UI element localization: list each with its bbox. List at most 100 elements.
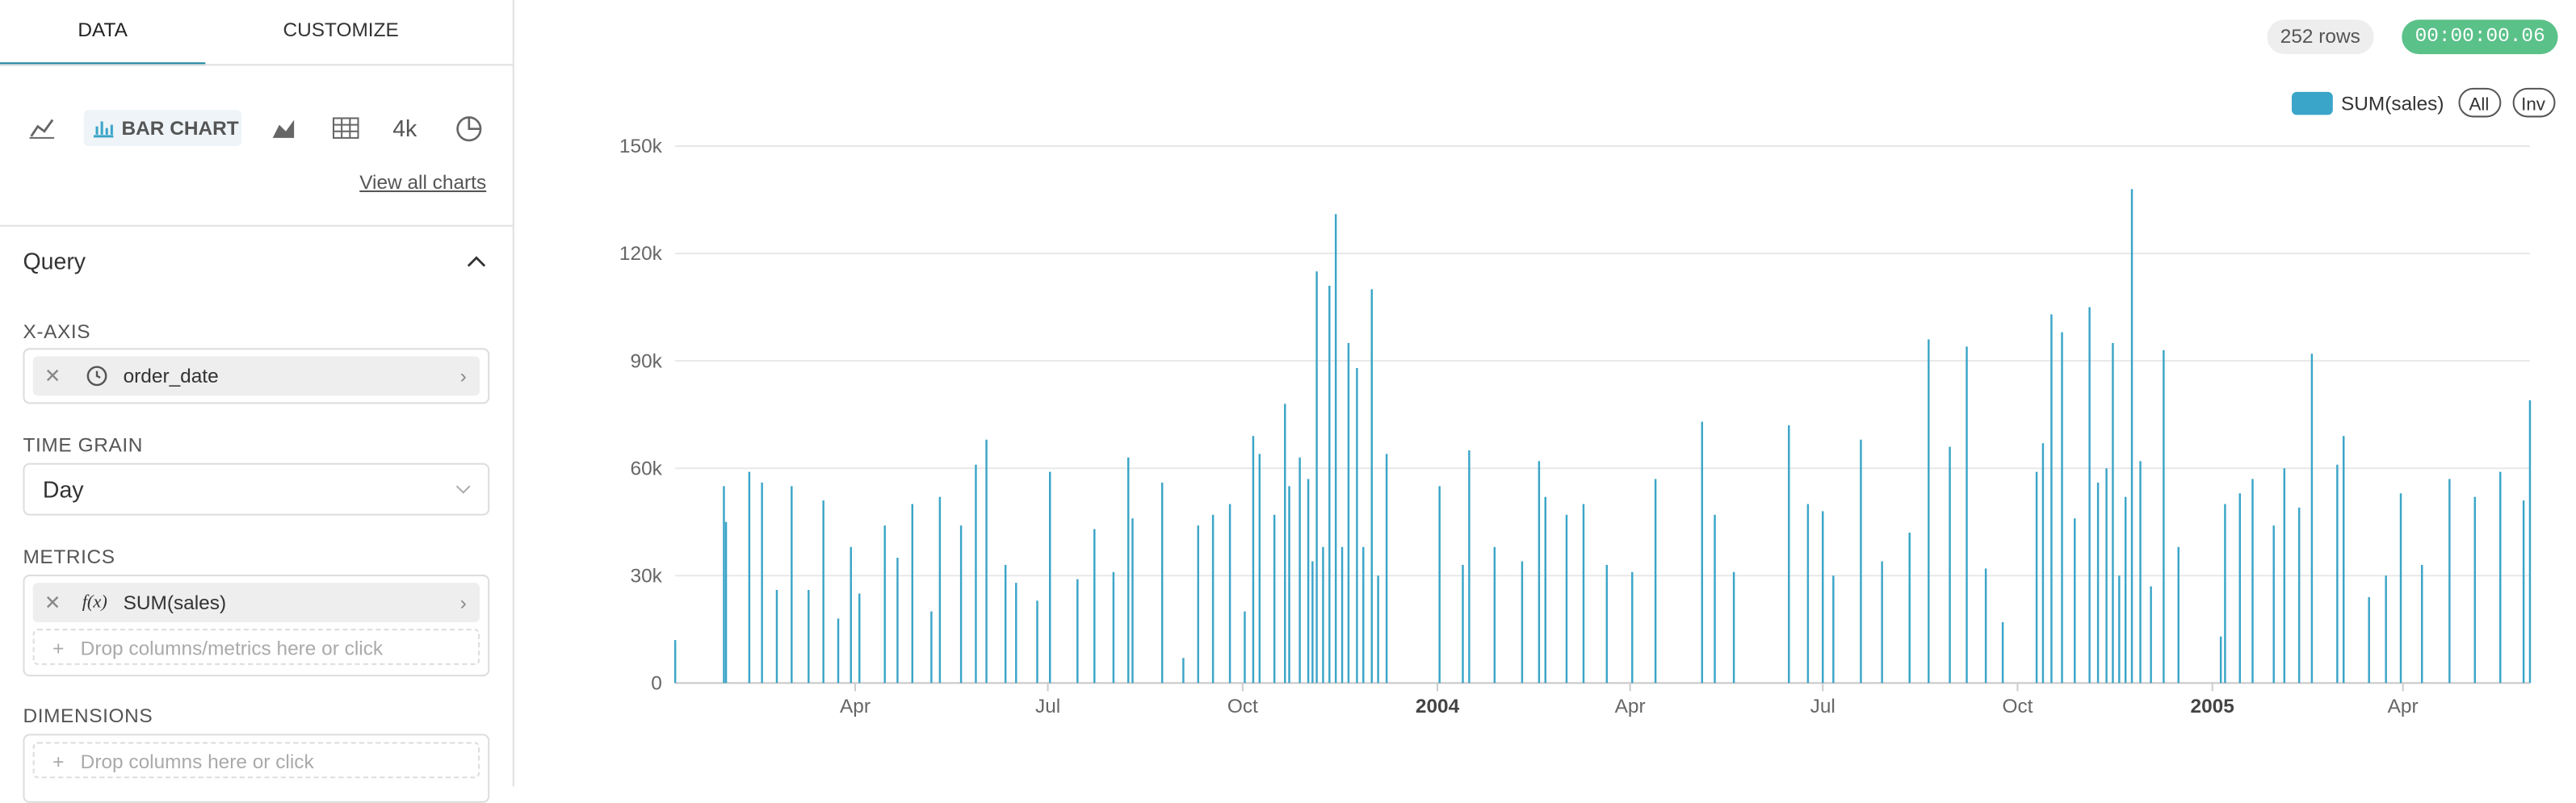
bar[interactable]: [1438, 486, 1441, 684]
bar[interactable]: [1127, 457, 1130, 684]
bar[interactable]: [911, 504, 914, 684]
bar[interactable]: [1315, 271, 1318, 684]
bar[interactable]: [2088, 307, 2091, 684]
data-tab[interactable]: DATA: [0, 0, 206, 66]
legend-control[interactable]: [2458, 87, 2502, 118]
bar[interactable]: [1288, 486, 1290, 684]
bar[interactable]: [1544, 496, 1546, 684]
bar[interactable]: [1093, 529, 1096, 684]
table-icon[interactable]: [332, 116, 360, 139]
bar[interactable]: [2343, 436, 2345, 684]
line-chart-icon[interactable]: [28, 115, 58, 141]
bar[interactable]: [959, 525, 963, 684]
legend-label[interactable]: SUM(sales): [2341, 93, 2444, 115]
legend-control-label[interactable]: Inv: [2521, 94, 2546, 114]
bar[interactable]: [1521, 561, 1524, 684]
bar[interactable]: [1112, 571, 1115, 684]
bar[interactable]: [837, 618, 840, 684]
bar[interactable]: [822, 500, 824, 684]
bar[interactable]: [1322, 546, 1324, 684]
time-grain-select[interactable]: Day: [23, 462, 490, 516]
bar[interactable]: [1356, 368, 1358, 684]
bar[interactable]: [1370, 289, 1373, 684]
legend-swatch[interactable]: [2291, 91, 2333, 115]
area-icon[interactable]: [271, 115, 298, 141]
bar[interactable]: [2124, 496, 2127, 684]
bar[interactable]: [1307, 479, 1310, 684]
bar[interactable]: [2001, 621, 2004, 684]
bar[interactable]: [1131, 518, 1134, 684]
bar[interactable]: [1462, 564, 1464, 684]
bar[interactable]: [1347, 342, 1350, 684]
bar[interactable]: [2368, 596, 2370, 684]
bar[interactable]: [1605, 564, 1609, 684]
bar[interactable]: [1273, 514, 1276, 684]
bar-chart-button[interactable]: BAR CHART: [83, 110, 242, 147]
bar[interactable]: [1468, 450, 1471, 684]
bar[interactable]: [2297, 507, 2301, 684]
bar[interactable]: [1949, 446, 1951, 684]
bar[interactable]: [2130, 189, 2133, 684]
bar[interactable]: [1334, 214, 1337, 684]
bar[interactable]: [1244, 611, 1246, 684]
bar[interactable]: [985, 439, 988, 684]
bar[interactable]: [1908, 533, 1911, 684]
dimensions-drop[interactable]: + Drop columns here or click: [32, 742, 480, 779]
bar[interactable]: [1788, 425, 1790, 684]
bar[interactable]: [2528, 399, 2532, 684]
bar[interactable]: [2448, 479, 2451, 684]
collapse-icon[interactable]: [467, 254, 486, 267]
bar[interactable]: [1284, 404, 1286, 684]
bar[interactable]: [1004, 564, 1007, 684]
bar[interactable]: [1340, 546, 1344, 684]
bar[interactable]: [930, 611, 933, 684]
bar[interactable]: [2074, 518, 2076, 684]
bar[interactable]: [1211, 514, 1215, 684]
bar[interactable]: [1881, 561, 1883, 684]
legend-control[interactable]: [2512, 87, 2556, 118]
bar[interactable]: [2139, 461, 2142, 684]
bar[interactable]: [1928, 339, 1930, 684]
customize-tab[interactable]: CUSTOMIZE: [283, 18, 399, 41]
bar[interactable]: [1160, 482, 1164, 684]
bar[interactable]: [2473, 496, 2477, 684]
bar[interactable]: [1258, 454, 1261, 684]
bar[interactable]: [2112, 342, 2114, 684]
bar[interactable]: [1654, 479, 1657, 684]
bar[interactable]: [2041, 443, 2045, 684]
bar[interactable]: [2163, 349, 2165, 684]
bar[interactable]: [1311, 561, 1314, 684]
bar[interactable]: [1631, 571, 1634, 684]
legend-control-label[interactable]: All: [2469, 94, 2489, 114]
bar[interactable]: [2118, 575, 2121, 684]
bar[interactable]: [1036, 600, 1038, 684]
bar[interactable]: [748, 471, 751, 684]
bar[interactable]: [808, 590, 810, 684]
bar[interactable]: [2251, 479, 2254, 684]
bar[interactable]: [761, 482, 763, 684]
bar[interactable]: [2061, 332, 2063, 684]
bar[interactable]: [2177, 546, 2180, 684]
bar[interactable]: [2272, 525, 2275, 684]
bar[interactable]: [1822, 511, 1824, 684]
bar[interactable]: [2219, 636, 2222, 684]
bar[interactable]: [2283, 468, 2286, 684]
bar[interactable]: [1732, 571, 1735, 684]
bar[interactable]: [858, 593, 861, 684]
bar[interactable]: [2499, 471, 2502, 684]
bar[interactable]: [1966, 346, 1968, 684]
bar[interactable]: [1252, 436, 1255, 684]
bar[interactable]: [2096, 482, 2100, 684]
bar[interactable]: [1806, 504, 1810, 684]
metric-pill[interactable]: ✕ f(x) SUM(sales) ›: [32, 583, 480, 623]
bar[interactable]: [1701, 421, 1704, 684]
x-axis-pill[interactable]: ✕ order_date ›: [32, 356, 480, 396]
bar[interactable]: [1182, 658, 1185, 684]
bar[interactable]: [673, 640, 677, 684]
bar[interactable]: [775, 590, 778, 684]
bar[interactable]: [1984, 568, 1987, 684]
bar[interactable]: [1377, 575, 1379, 684]
bar[interactable]: [1714, 514, 1716, 684]
big-number-button[interactable]: 4k: [392, 115, 417, 141]
bar[interactable]: [2522, 500, 2525, 684]
